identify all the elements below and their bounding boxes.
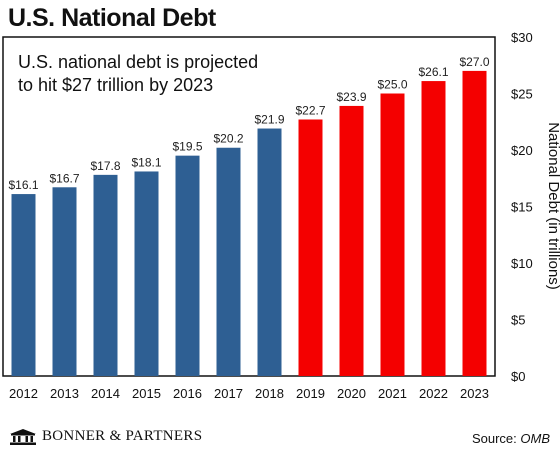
bar-value-label: $16.7 [49, 171, 79, 185]
bar [257, 128, 282, 376]
footer-logo: BONNER & PARTNERS [10, 428, 202, 445]
bar [11, 194, 36, 376]
bank-building-icon [10, 428, 36, 445]
bar [380, 93, 405, 376]
annotation-line: to hit $27 trillion by 2023 [18, 75, 213, 95]
bar-value-label: $20.2 [213, 132, 243, 146]
bar [339, 105, 364, 377]
y-tick-label: $20 [511, 143, 533, 158]
y-tick-label: $5 [511, 313, 525, 328]
y-tick-label: $10 [511, 256, 533, 271]
bar-value-label: $25.0 [377, 78, 407, 92]
bar [52, 187, 77, 376]
bar [134, 171, 159, 376]
y-tick-label: $30 [511, 30, 533, 45]
annotation-line: U.S. national debt is projected [18, 52, 258, 72]
bar [298, 119, 323, 377]
plot-frame [2, 36, 496, 377]
x-tick-label: 2022 [419, 386, 448, 401]
bar [216, 147, 241, 376]
y-tick-label: $0 [511, 369, 525, 384]
x-tick-label: 2017 [214, 386, 243, 401]
y-tick-label: $15 [511, 200, 533, 215]
bar-value-label: $22.7 [295, 103, 325, 117]
bar [462, 70, 487, 377]
x-tick-label: 2013 [50, 386, 79, 401]
bar-value-label: $18.1 [131, 155, 161, 169]
bar-value-label: $26.1 [418, 65, 448, 79]
chart-title: U.S. National Debt [8, 4, 216, 32]
source-label: Source: [471, 431, 517, 446]
bar-value-label: $19.5 [172, 140, 202, 154]
bar-value-label: $17.8 [90, 159, 120, 173]
x-tick-label: 2020 [337, 386, 366, 401]
bar [93, 174, 118, 376]
x-tick-label: 2016 [173, 386, 202, 401]
x-tick-label: 2014 [91, 386, 120, 401]
bar-value-label: $21.9 [254, 113, 284, 127]
y-axis-label: National Debt (in trillions) [545, 122, 560, 290]
x-tick-label: 2021 [378, 386, 407, 401]
x-tick-label: 2012 [9, 386, 38, 401]
source-value: OMB [520, 431, 550, 446]
x-tick-label: 2023 [460, 386, 489, 401]
y-tick-label: $25 [511, 87, 533, 102]
bar [175, 155, 200, 376]
bar-value-label: $23.9 [336, 90, 366, 104]
bar-value-label: $16.1 [8, 178, 38, 192]
bar-value-label: $27.0 [459, 55, 489, 69]
source-note: Source: OMB [472, 431, 550, 446]
brand-name: BONNER & PARTNERS [42, 428, 203, 444]
x-tick-label: 2018 [255, 386, 284, 401]
bar [421, 81, 446, 376]
x-tick-label: 2015 [132, 386, 161, 401]
x-tick-label: 2019 [296, 386, 325, 401]
